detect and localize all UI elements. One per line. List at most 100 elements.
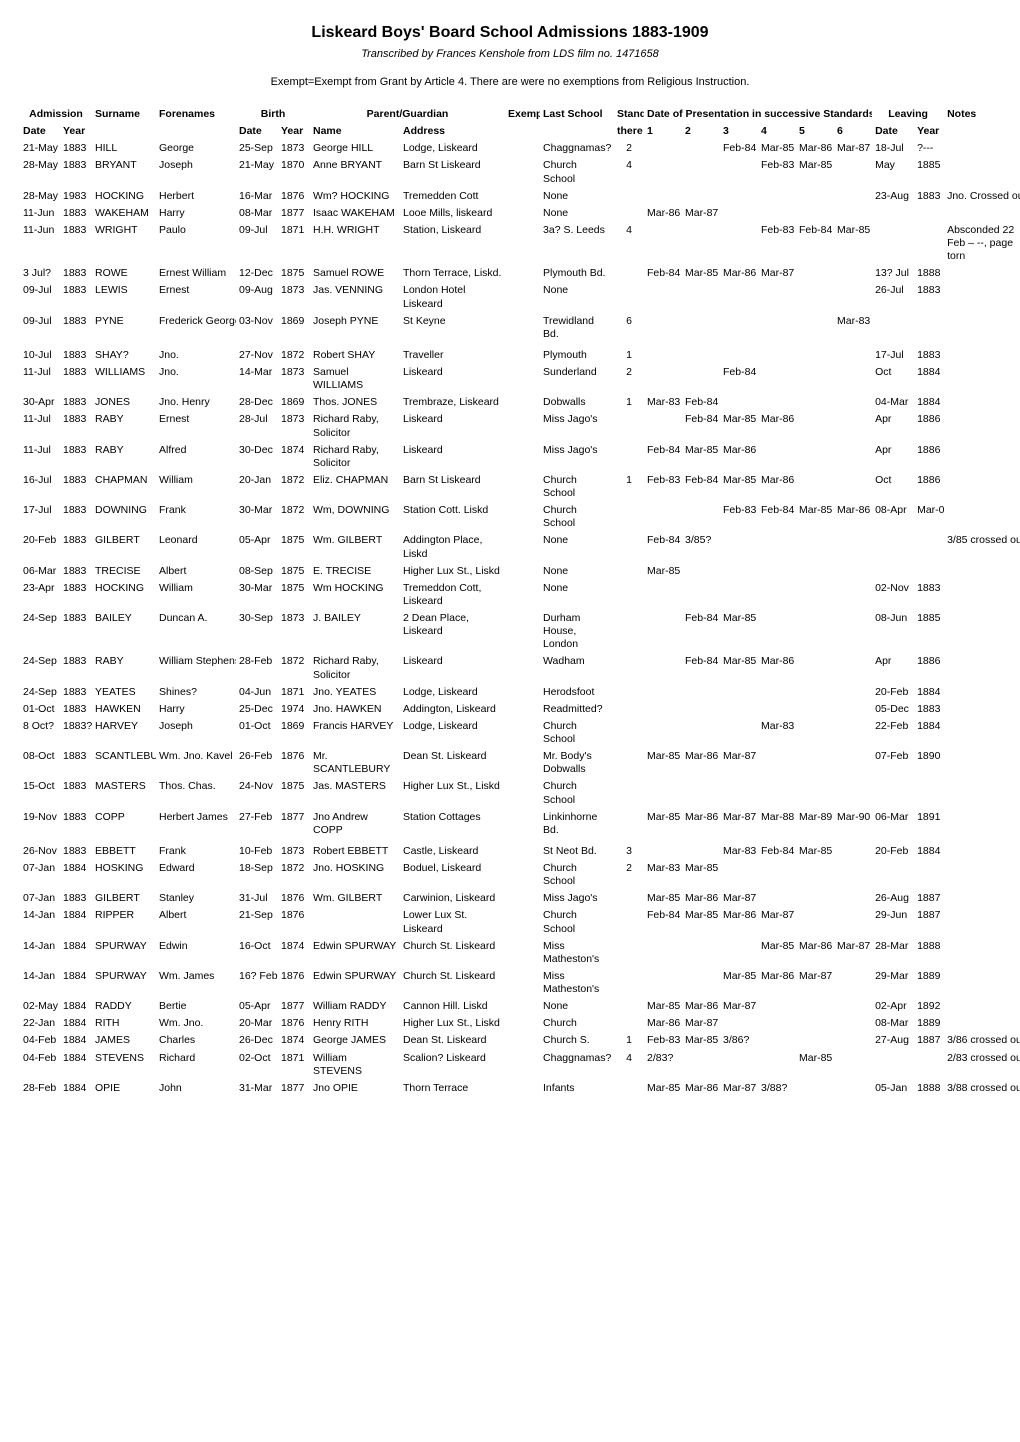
cell-adate: 23-Apr (20, 580, 60, 610)
cell-p3: Feb-84 (758, 502, 796, 532)
cell-ayear: 1883 (60, 890, 92, 907)
cell-std (614, 684, 644, 701)
cell-forenames: William (156, 580, 236, 610)
cell-adate: 09-Jul (20, 282, 60, 312)
cell-ayear: 1884 (60, 860, 92, 890)
cell-forenames: Wm. James (156, 968, 236, 998)
cell-p1 (682, 347, 720, 364)
cell-p3: Mar-85 (758, 938, 796, 968)
cell-last: Miss Jago's (540, 442, 614, 472)
cell-p3 (758, 778, 796, 808)
cell-std (614, 532, 644, 562)
cell-forenames: Jno. (156, 347, 236, 364)
group-standard: Standard (614, 106, 644, 123)
table-row: 11-Jun1883WRIGHTPaulo09-Jul1871H.H. WRIG… (20, 222, 1020, 265)
cell-p2: Mar-87 (720, 890, 758, 907)
cell-p3 (758, 188, 796, 205)
cell-lyear: 1883 (914, 580, 944, 610)
cell-p4 (796, 998, 834, 1015)
cell-lyear: 1887 (914, 1032, 944, 1049)
cell-ldate: Apr (872, 411, 914, 441)
cell-std (614, 748, 644, 778)
cell-forenames: Stanley (156, 890, 236, 907)
cell-std (614, 442, 644, 472)
cell-address: Addington Place, Liskd (400, 532, 505, 562)
cell-ldate: 07-Feb (872, 748, 914, 778)
table-row: 15-Oct1883MASTERSThos. Chas.24-Nov1875Ja… (20, 778, 1020, 808)
cell-bdate: 28-Feb (236, 653, 278, 683)
cell-pgname: George JAMES (310, 1032, 400, 1049)
cell-p2: Mar-86 (720, 442, 758, 472)
cell-last: Plymouth Bd. (540, 265, 614, 282)
cell-p0 (644, 843, 682, 860)
cell-surname: SHAY? (92, 347, 156, 364)
cell-byear: 1876 (278, 907, 310, 937)
cell-surname: DOWNING (92, 502, 156, 532)
table-row: 06-Mar1883TRECISEAlbert08-Sep1875E. TREC… (20, 563, 1020, 580)
table-row: 08-Oct1883SCANTLEBURYWm. Jno. Kavel26-Fe… (20, 748, 1020, 778)
cell-lyear (914, 313, 944, 343)
cell-forenames: Jno. (156, 364, 236, 394)
cell-byear: 1873 (278, 140, 310, 157)
cell-byear: 1871 (278, 684, 310, 701)
col-std-there: there (614, 123, 644, 140)
cell-p5 (834, 563, 872, 580)
cell-p0 (644, 778, 682, 808)
col-birth-date: Date (236, 123, 278, 140)
cell-p1: Feb-84 (682, 411, 720, 441)
cell-p2 (720, 313, 758, 343)
cell-notes: 3/88 crossed out (944, 1080, 1020, 1097)
cell-p0: Feb-84 (644, 532, 682, 562)
cell-std (614, 938, 644, 968)
cell-adate: 24-Sep (20, 684, 60, 701)
cell-forenames: George (156, 140, 236, 157)
cell-p5 (834, 364, 872, 394)
cell-p0: Mar-83 (644, 394, 682, 411)
cell-bdate: 20-Jan (236, 472, 278, 502)
cell-p1: Feb-84 (682, 610, 720, 653)
cell-ayear: 1884 (60, 938, 92, 968)
cell-ldate: 08-Mar (872, 1015, 914, 1032)
cell-p1 (682, 843, 720, 860)
cell-address: Barn St Liskeard (400, 472, 505, 502)
cell-p3 (758, 748, 796, 778)
cell-address: Station, Liskeard (400, 222, 505, 265)
cell-std: 4 (614, 1050, 644, 1080)
table-row: 14-Jan1884SPURWAYWm. James16? Feb1876Edw… (20, 968, 1020, 998)
cell-address: Station Cottages (400, 809, 505, 839)
cell-p1: Mar-85 (682, 1032, 720, 1049)
cell-p1 (682, 140, 720, 157)
cell-byear: 1872 (278, 347, 310, 364)
cell-last: Sunderland (540, 364, 614, 394)
cell-std (614, 610, 644, 653)
cell-address: Church St. Liskeard (400, 938, 505, 968)
cell-p0: Mar-85 (644, 998, 682, 1015)
cell-ayear: 1883 (60, 701, 92, 718)
cell-forenames: Edwin (156, 938, 236, 968)
cell-forenames: Ernest (156, 282, 236, 312)
table-row: 09-Jul1883PYNEFrederick George03-Nov1869… (20, 313, 1020, 343)
cell-std (614, 778, 644, 808)
cell-ayear: 1883 (60, 580, 92, 610)
cell-p3: Mar-86 (758, 411, 796, 441)
cell-last: Miss Matheston's (540, 968, 614, 998)
col-exempt (505, 123, 540, 140)
cell-byear: 1877 (278, 998, 310, 1015)
cell-last: Church S. (540, 1032, 614, 1049)
cell-bdate: 14-Mar (236, 364, 278, 394)
cell-p0 (644, 968, 682, 998)
cell-exempt (505, 347, 540, 364)
cell-address: Castle, Liskeard (400, 843, 505, 860)
cell-bdate: 16? Feb (236, 968, 278, 998)
cell-notes (944, 998, 1020, 1015)
cell-p5 (834, 860, 872, 890)
cell-p0 (644, 653, 682, 683)
cell-adate: 14-Jan (20, 907, 60, 937)
table-row: 28-May1983HOCKINGHerbert16-Mar1876Wm? HO… (20, 188, 1020, 205)
cell-byear: 1873 (278, 411, 310, 441)
cell-last: Herodsfoot (540, 684, 614, 701)
cell-pgname: Richard Raby, Solicitor (310, 442, 400, 472)
cell-forenames: Herbert (156, 188, 236, 205)
group-presentation: Date of Presentation in successive Stand… (644, 106, 872, 123)
cell-byear: 1875 (278, 778, 310, 808)
